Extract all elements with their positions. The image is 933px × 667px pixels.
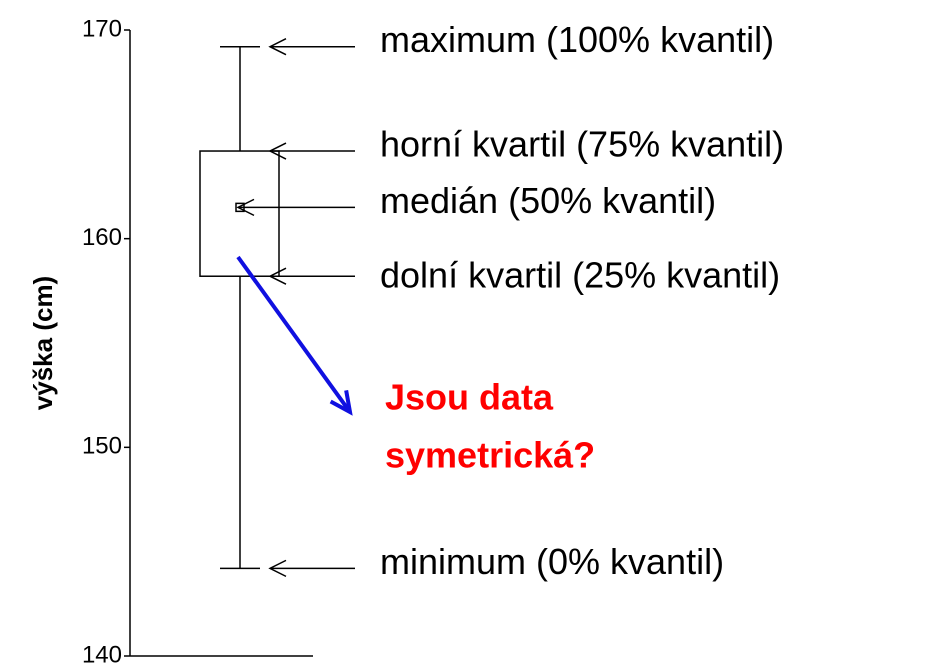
annotation-label: minimum (0% kvantil) [380,541,724,582]
annotation-label: maximum (100% kvantil) [380,19,774,60]
arrow-head [268,142,287,160]
box [199,150,280,277]
y-tick-label: 140 [82,641,122,667]
arrow-head [236,198,255,217]
arrow-head [268,267,287,285]
y-axis-label: výška (cm) [28,276,58,410]
question-text: Jsou data [385,377,554,418]
arrow-head [268,559,287,578]
y-tick-label: 170 [82,15,122,42]
annotation-label: horní kvartil (75% kvantil) [380,124,784,165]
y-tick-label: 160 [82,224,122,251]
question-arrow-head [329,389,353,416]
y-tick-label: 150 [82,433,122,460]
question-text: symetrická? [385,435,595,476]
annotation-label: medián (50% kvantil) [380,180,716,221]
annotation-label: dolní kvartil (25% kvantil) [380,255,780,296]
arrow-head [268,38,287,56]
question-arrow [236,255,352,414]
